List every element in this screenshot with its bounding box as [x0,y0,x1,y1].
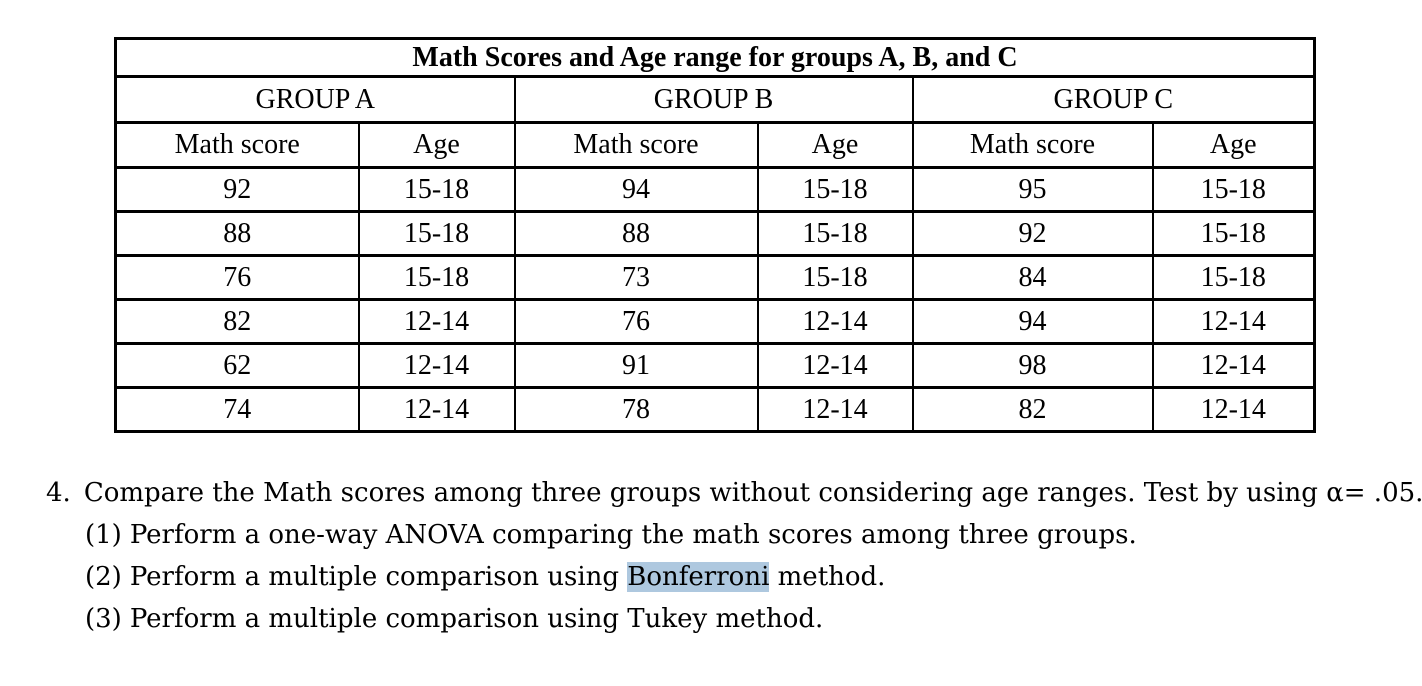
table-cell: 15-18 [357,210,516,257]
table-cell: 12-14 [357,342,516,389]
table-cell: 12-14 [357,386,516,433]
table-cell: 78 [513,386,759,433]
table-cell: 15-18 [1151,254,1316,301]
item-text-prefix: Perform a multiple comparison using Tuke… [129,604,824,634]
table-cell: 95 [911,166,1154,213]
table-row: 76 15-18 73 15-18 84 15-18 [114,254,1316,301]
table-cell: 12-14 [1151,298,1316,345]
item-text-prefix: Perform a one-way ANOVA comparing the ma… [129,520,1137,550]
table-cell: 15-18 [357,254,516,301]
questions-block: 4. Compare the Math scores among three gr… [46,472,1422,640]
table-cell: 12-14 [756,342,914,389]
table-row: 82 12-14 76 12-14 94 12-14 [114,298,1316,345]
table-cell: 88 [513,210,759,257]
table-row: 62 12-14 91 12-14 98 12-14 [114,342,1316,389]
text-highlight-bonferroni: Bonferroni [627,562,770,592]
question-4: 4. Compare the Math scores among three gr… [46,472,1422,514]
item-number: (1) [85,520,122,550]
table-cell: 94 [911,298,1154,345]
table-cell: 12-14 [1151,342,1316,389]
table-cell: 15-18 [1151,210,1316,257]
table-cell: 82 [911,386,1154,433]
table-title: Math Scores and Age range for groups A, … [114,37,1316,78]
table-cell: 92 [911,210,1154,257]
col-header-math-score-a: Math score [114,121,360,169]
table-cell: 12-14 [1151,386,1316,433]
group-a-header: GROUP A [114,75,516,124]
table-cell: 82 [114,298,360,345]
table-cell: 15-18 [357,166,516,213]
table-cell: 15-18 [756,210,914,257]
table-cell: 74 [114,386,360,433]
table-title-row: Math Scores and Age range for groups A, … [114,37,1316,78]
table-cell: 88 [114,210,360,257]
item-text: Perform a multiple comparison using Tuke… [130,604,823,634]
table-cell: 12-14 [756,298,914,345]
table-header-row: Math score Age Math score Age Math score… [114,121,1316,169]
table-group-row: GROUP A GROUP B GROUP C [114,75,1316,124]
col-header-age-a: Age [357,121,516,169]
table-cell: 76 [114,254,360,301]
table-cell: 15-18 [756,254,914,301]
table-cell: 98 [911,342,1154,389]
table-cell: 12-14 [756,386,914,433]
table-cell: 92 [114,166,360,213]
table-cell: 15-18 [1151,166,1316,213]
table-cell: 76 [513,298,759,345]
question-item-3: (3) Perform a multiple comparison using T… [85,598,1416,640]
table-cell: 12-14 [357,298,516,345]
group-b-header: GROUP B [513,75,914,124]
table-row: 74 12-14 78 12-14 82 12-14 [114,386,1316,433]
table-cell: 15-18 [756,166,914,213]
item-text-prefix: Perform a multiple comparison using [129,562,628,592]
item-number: (3) [85,604,122,634]
table-cell: 73 [513,254,759,301]
col-header-math-score-b: Math score [513,121,759,169]
item-text: Perform a one-way ANOVA comparing the ma… [130,520,1137,550]
item-number: (2) [85,562,122,592]
item-text: Perform a multiple comparison using Bonf… [129,562,886,592]
item-text-suffix: method. [769,562,886,592]
group-c-header: GROUP C [911,75,1316,124]
table-row: 88 15-18 88 15-18 92 15-18 [114,210,1316,257]
table-cell: 94 [513,166,759,213]
question-text: Compare the Math scores among three grou… [83,478,1422,508]
col-header-math-score-c: Math score [911,121,1154,169]
scores-table: Math Scores and Age range for groups A, … [114,37,1317,433]
question-item-2: (2) Perform a multiple comparison using B… [85,556,1416,598]
question-number: 4. [46,478,71,508]
col-header-age-c: Age [1151,121,1316,169]
table-row: 92 15-18 94 15-18 95 15-18 [114,166,1316,213]
table-cell: 62 [114,342,360,389]
col-header-age-b: Age [756,121,914,169]
question-item-1: (1) Perform a one-way ANOVA comparing the… [85,514,1416,556]
table-cell: 84 [911,254,1154,301]
table-cell: 91 [513,342,759,389]
